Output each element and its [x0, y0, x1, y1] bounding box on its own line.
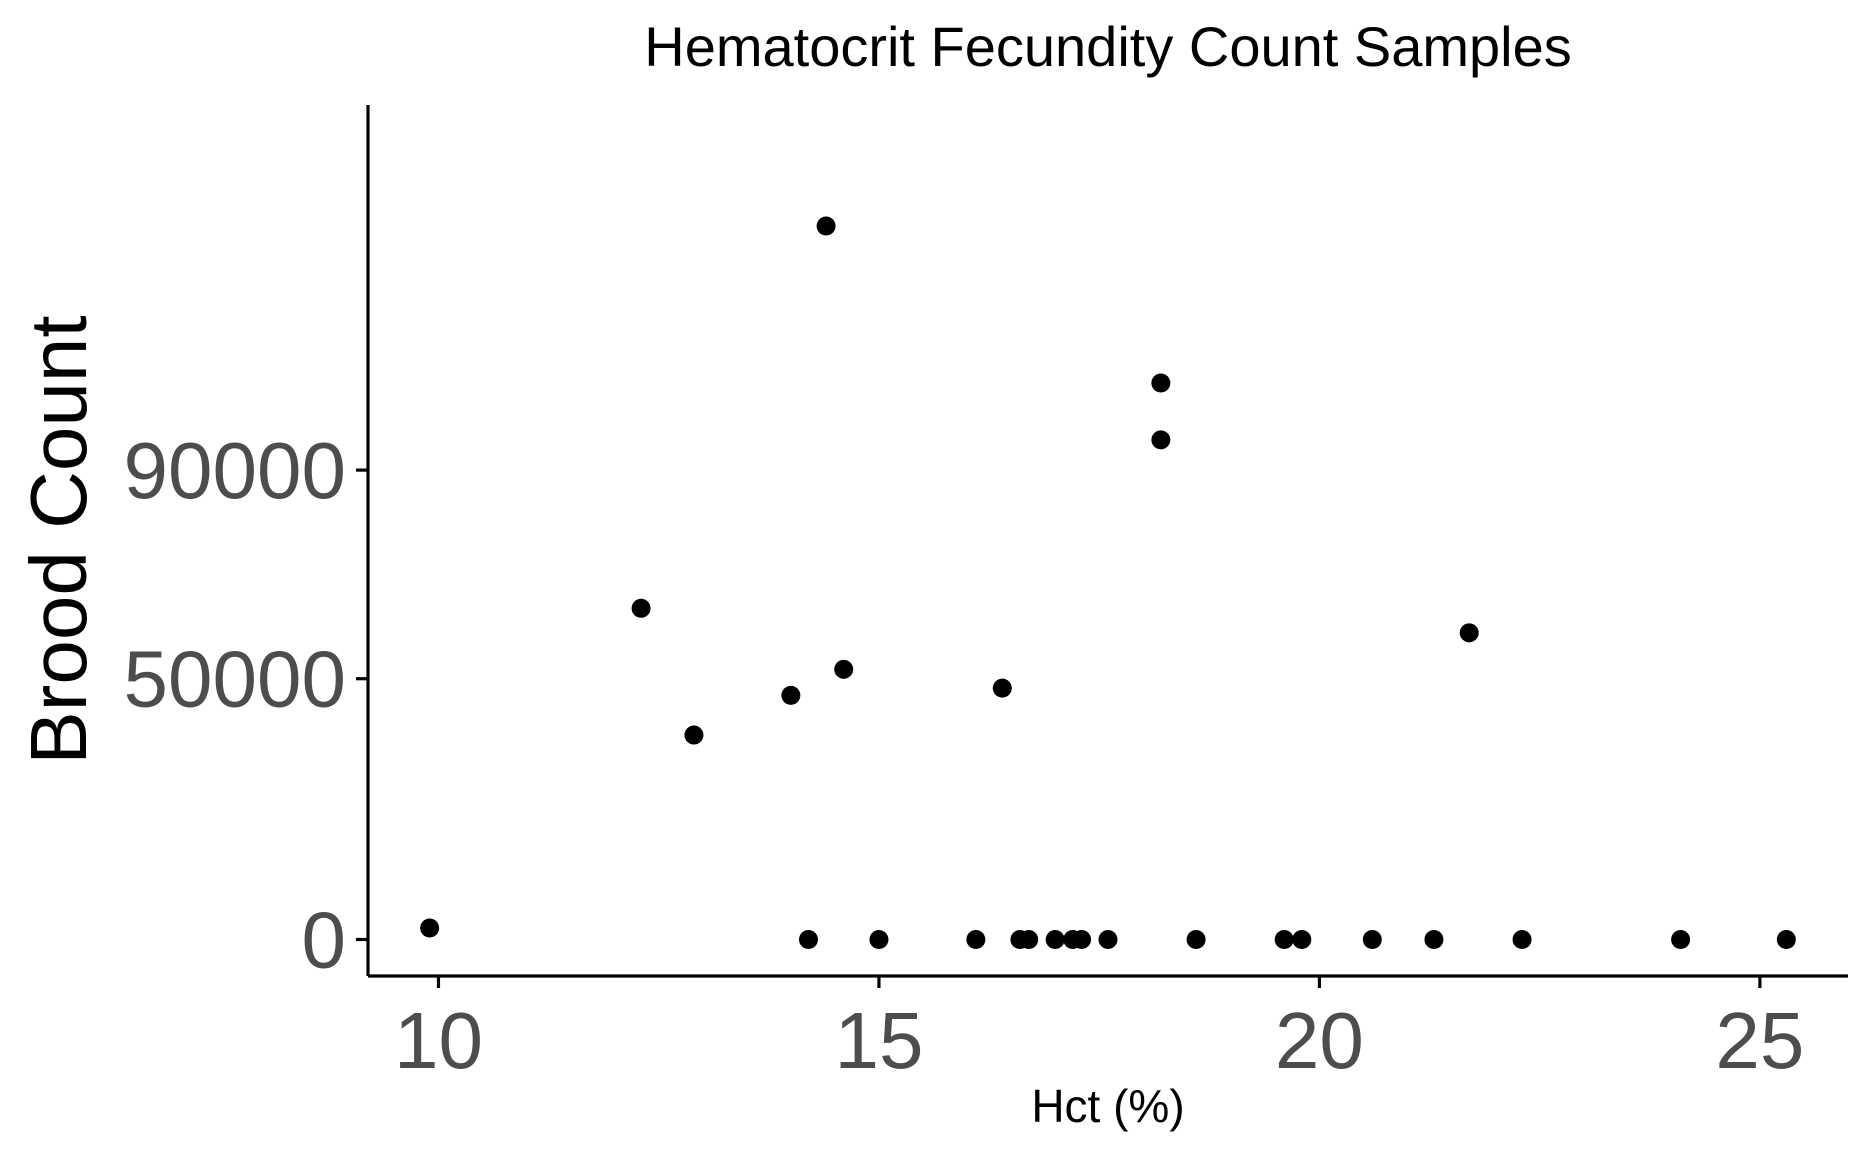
data-point: [834, 659, 854, 679]
data-point: [966, 929, 986, 949]
data-point: [1186, 929, 1206, 949]
data-point: [1512, 929, 1532, 949]
data-point: [1362, 929, 1382, 949]
data-point: [1292, 929, 1312, 949]
data-point: [1072, 929, 1092, 949]
data-point: [798, 929, 818, 949]
data-point: [1776, 929, 1796, 949]
data-point: [1274, 929, 1294, 949]
data-points: [420, 216, 1796, 949]
data-point: [781, 685, 801, 705]
y-tick-label: 0: [302, 895, 347, 984]
x-tick-label: 20: [1275, 996, 1364, 1085]
y-axis-ticks: 0 50000 90000: [124, 426, 368, 984]
x-axis-ticks: 10 15 20 25: [394, 976, 1804, 1085]
data-point: [869, 929, 889, 949]
data-point: [1151, 373, 1171, 393]
data-point: [1151, 430, 1171, 450]
data-point: [816, 216, 836, 236]
data-point: [1045, 929, 1065, 949]
x-axis-label: Hct (%): [1031, 1080, 1184, 1132]
data-point: [1098, 929, 1118, 949]
x-tick-label: 15: [834, 996, 923, 1085]
data-point: [1019, 929, 1039, 949]
y-tick-label: 50000: [124, 635, 346, 724]
data-point: [1424, 929, 1444, 949]
data-point: [684, 725, 704, 745]
x-tick-label: 25: [1715, 996, 1804, 1085]
data-point: [992, 678, 1012, 698]
data-point: [1671, 929, 1691, 949]
y-tick-label: 90000: [124, 426, 346, 515]
x-tick-label: 10: [394, 996, 483, 1085]
data-point: [1459, 623, 1479, 643]
data-point: [420, 918, 440, 938]
chart-title: Hematocrit Fecundity Count Samples: [644, 15, 1572, 78]
y-axis-label: Brood Count: [14, 315, 103, 764]
data-point: [631, 598, 651, 618]
